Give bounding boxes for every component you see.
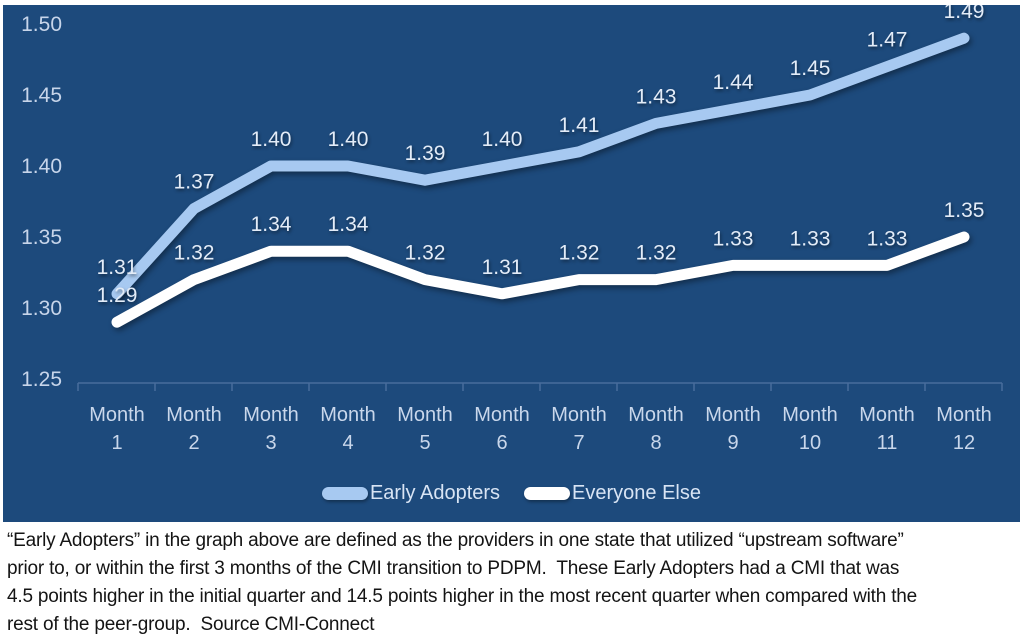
chart-legend: Early Adopters Everyone Else [3,482,1020,505]
data-label: 1.32 [405,242,446,265]
data-label: 1.37 [174,171,215,194]
x-tick-label-word: Month [166,404,222,426]
data-label: 1.32 [174,242,215,265]
x-tick-label-number: 12 [953,432,975,454]
data-label: 1.40 [482,128,523,151]
caption-line: 4.5 points higher in the initial quarter… [7,586,918,607]
data-label: 1.34 [328,213,369,236]
data-label: 1.41 [559,114,600,137]
legend-item-everyone-else: Everyone Else [524,482,701,505]
data-label: 1.45 [790,57,831,80]
x-tick-label-word: Month [551,404,607,426]
data-label: 1.32 [636,242,677,265]
data-label: 1.40 [328,128,369,151]
x-tick-label-number: 9 [727,432,738,454]
data-label: 1.31 [97,256,138,279]
x-tick-label-word: Month [89,404,145,426]
y-tick-label: 1.25 [21,368,62,391]
cmi-line-chart: 1.50 1.45 1.40 1.35 1.30 1.25 Month 1 Month 2 Mont… [21,5,1003,454]
x-tick-label-word: Month [474,404,530,426]
x-tick-label-number: 3 [265,432,276,454]
series-line-everyone-else [111,231,970,328]
y-tick-label: 1.30 [21,297,62,320]
legend-item-early-adopters: Early Adopters [321,482,501,505]
data-label: 1.32 [559,242,600,265]
x-tick-label-word: Month [243,404,299,426]
x-tick-label-word: Month [705,404,761,426]
legend-label-everyone-else: Everyone Else [572,482,702,504]
y-tick-label: 1.50 [21,13,62,36]
data-label: 1.33 [713,227,754,250]
x-tick-label-word: Month [936,404,992,426]
data-label: 1.44 [713,71,754,94]
data-label: 1.39 [405,142,446,165]
caption: “Early Adopters” in the graph above are … [7,527,1018,639]
x-tick-label-word: Month [782,404,838,426]
legend-marker-early-adopters-icon [321,487,368,500]
x-tick-label-number: 8 [650,432,661,454]
chart-panel: 1.50 1.45 1.40 1.35 1.30 1.25 Month 1 Month 2 Mont… [3,5,1020,522]
series-line-early-adopters [111,32,970,300]
y-tick-label: 1.40 [21,155,62,178]
x-tick-label-word: Month [628,404,684,426]
data-label: 1.33 [790,227,831,250]
data-label: 1.33 [867,227,908,250]
y-tick-label: 1.35 [21,226,62,249]
x-tick-label-word: Month [320,404,376,426]
x-tick-label-number: 10 [799,432,821,454]
x-tick-label-number: 4 [342,432,353,454]
x-tick-label-word: Month [859,404,915,426]
caption-line: rest of the peer-group. Source CMI-Conne… [7,614,375,635]
data-label: 1.49 [944,5,985,23]
data-label: 1.43 [636,85,677,108]
caption-line: “Early Adopters” in the graph above are … [7,530,904,551]
x-tick-label-word: Month [397,404,453,426]
data-label: 1.31 [482,256,523,279]
x-tick-label-number: 5 [419,432,430,454]
y-tick-label: 1.45 [21,84,62,107]
data-label: 1.29 [97,284,138,307]
data-label: 1.40 [251,128,292,151]
x-tick-label-number: 11 [877,432,898,454]
caption-line: prior to, or within the first 3 months o… [7,558,900,579]
data-label: 1.34 [251,213,292,236]
data-label: 1.47 [867,29,908,52]
data-label: 1.35 [944,199,985,222]
x-tick-label-number: 7 [573,432,584,454]
legend-marker-everyone-else-icon [524,487,571,500]
x-tick-label-number: 2 [188,432,199,454]
legend-label-early-adopters: Early Adopters [369,482,501,504]
x-tick-label-number: 6 [496,432,507,454]
x-tick-label-number: 1 [111,432,122,454]
